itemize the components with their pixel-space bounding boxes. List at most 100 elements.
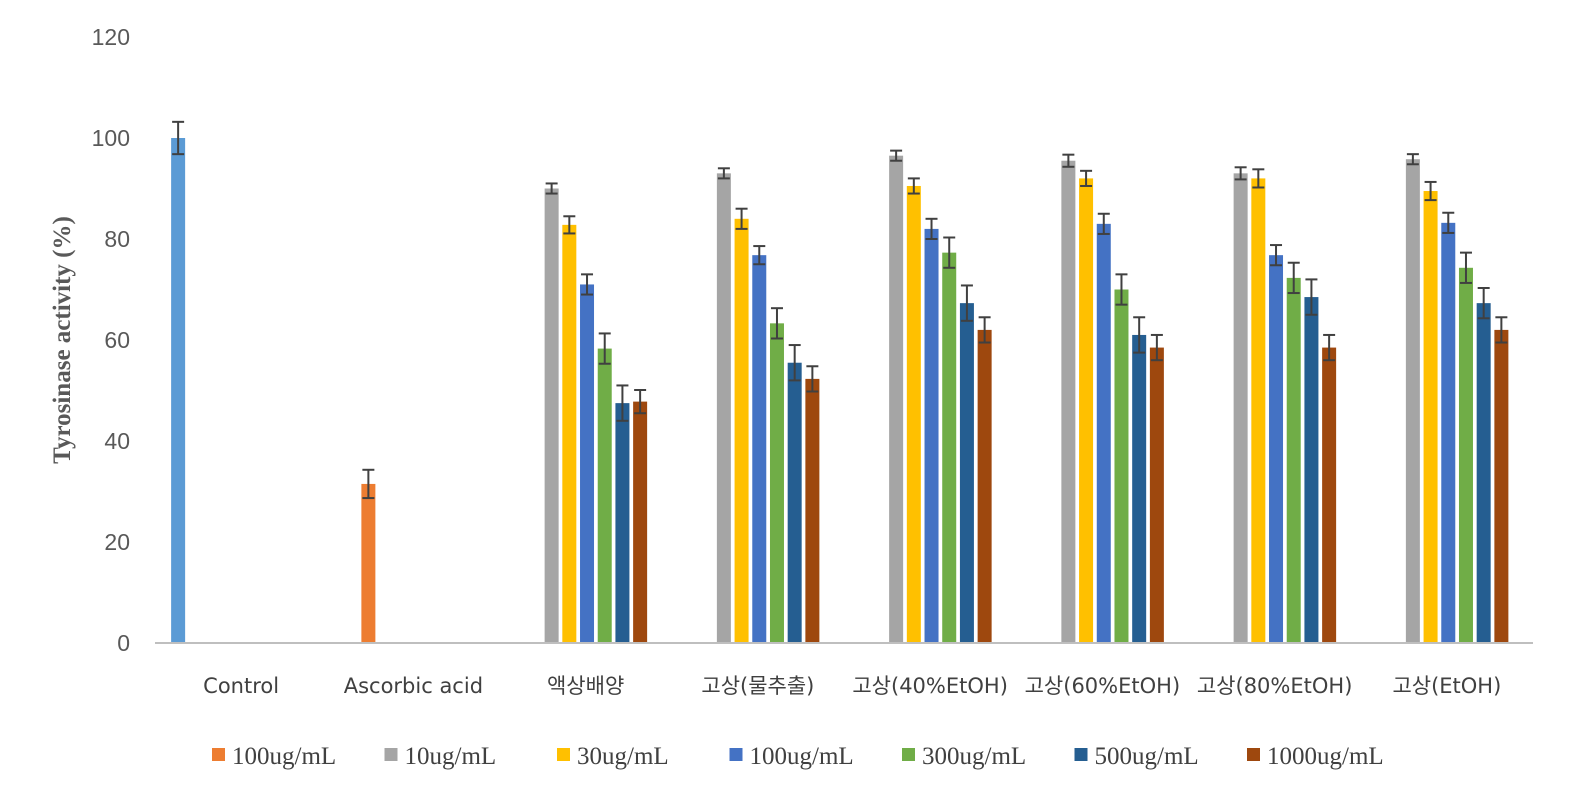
legend: 100ug/mL 10ug/mL 30ug/mL 100ug/mL 300ug/mL 50… bbox=[212, 743, 1384, 770]
bar bbox=[1286, 277, 1301, 643]
bar bbox=[1304, 297, 1319, 643]
x-category-label: 고상(EtOH) bbox=[1392, 674, 1501, 698]
legend-swatch bbox=[212, 748, 225, 761]
legend-label: 300ug/mL bbox=[922, 743, 1026, 770]
error-bar bbox=[753, 245, 766, 266]
bars bbox=[171, 138, 1509, 644]
bar bbox=[924, 228, 939, 643]
legend-item: 100ug/mL bbox=[729, 743, 854, 770]
legend-label: 100ug/mL bbox=[232, 743, 336, 770]
bar bbox=[633, 401, 648, 643]
legend-swatch bbox=[557, 748, 570, 761]
error-bar bbox=[788, 344, 801, 382]
error-bar bbox=[1270, 244, 1283, 267]
bar bbox=[1458, 267, 1473, 643]
x-axis-category-labels: Control Ascorbic acid 액상배양 고상(물추출) 고상(40%EtO… bbox=[203, 674, 1501, 698]
error-bar bbox=[890, 149, 903, 162]
bar bbox=[889, 155, 904, 644]
error-bar bbox=[978, 316, 991, 344]
legend-label: 100ug/mL bbox=[750, 743, 854, 770]
legend-label: 1000ug/mL bbox=[1267, 743, 1384, 770]
y-tick-label: 20 bbox=[104, 529, 130, 555]
bar bbox=[1132, 334, 1147, 643]
error-bar bbox=[1305, 278, 1318, 316]
bar bbox=[1423, 191, 1438, 643]
y-tick-label: 120 bbox=[92, 24, 130, 50]
legend-swatch bbox=[902, 748, 915, 761]
error-bar bbox=[1115, 273, 1128, 306]
legend-item: 1000ug/mL bbox=[1247, 743, 1384, 770]
bar bbox=[1476, 303, 1491, 643]
x-category-label: 고상(80%EtOH) bbox=[1197, 674, 1353, 698]
bar bbox=[977, 329, 992, 643]
legend-swatch bbox=[1074, 748, 1088, 761]
x-category-label: 고상(물추출) bbox=[701, 674, 814, 698]
error-bar bbox=[907, 177, 920, 195]
bar bbox=[1114, 289, 1129, 643]
x-category-label: 액상배양 bbox=[547, 674, 624, 698]
error-bar bbox=[1459, 251, 1472, 284]
bar bbox=[716, 173, 731, 643]
bar bbox=[734, 218, 749, 644]
error-bar bbox=[1252, 168, 1265, 189]
legend-label: 500ug/mL bbox=[1095, 743, 1199, 770]
bar bbox=[769, 323, 784, 643]
error-bar bbox=[1442, 211, 1455, 234]
error-bar bbox=[1477, 286, 1490, 320]
bar bbox=[1149, 347, 1164, 643]
y-tick-label: 40 bbox=[104, 428, 130, 454]
bar bbox=[580, 284, 595, 643]
error-bar bbox=[735, 207, 748, 230]
y-tick-label: 60 bbox=[104, 327, 130, 353]
error-bar bbox=[581, 273, 594, 296]
error-bar bbox=[1150, 333, 1163, 362]
error-bar bbox=[362, 468, 375, 500]
x-category-label: 고상(40%EtOH) bbox=[852, 674, 1008, 698]
bar bbox=[171, 138, 186, 643]
error-bar bbox=[717, 167, 730, 180]
bar bbox=[805, 378, 820, 643]
legend-item: 100ug/mL bbox=[212, 743, 336, 770]
bar bbox=[361, 483, 376, 643]
bar bbox=[1096, 223, 1111, 643]
legend-item: 10ug/mL bbox=[384, 743, 497, 770]
bar bbox=[597, 348, 612, 643]
legend-label: 10ug/mL bbox=[405, 743, 497, 770]
error-bar bbox=[1234, 166, 1247, 181]
error-bar bbox=[563, 215, 576, 235]
bar bbox=[615, 403, 630, 643]
y-tick-label: 80 bbox=[104, 226, 130, 252]
x-category-label: Ascorbic acid bbox=[344, 674, 483, 698]
legend-item: 30ug/mL bbox=[557, 743, 669, 770]
legend-item: 300ug/mL bbox=[902, 743, 1026, 770]
error-bar bbox=[943, 236, 956, 269]
bar bbox=[906, 185, 921, 643]
x-category-label: Control bbox=[203, 674, 279, 698]
y-tick-label: 0 bbox=[117, 630, 130, 656]
bar bbox=[1322, 347, 1337, 643]
bar bbox=[959, 303, 974, 643]
error-bar bbox=[960, 284, 973, 322]
error-bar bbox=[545, 182, 558, 195]
error-bar bbox=[806, 365, 819, 393]
error-bar bbox=[1133, 316, 1146, 354]
legend-swatch bbox=[1247, 748, 1260, 761]
bar bbox=[544, 188, 559, 643]
error-bar bbox=[1406, 153, 1419, 166]
error-bar bbox=[925, 217, 938, 240]
error-bar bbox=[1062, 153, 1075, 168]
bar bbox=[1061, 160, 1076, 643]
y-axis-ticks: 0 20 40 60 80 100 120 bbox=[92, 24, 130, 656]
bar bbox=[752, 255, 767, 643]
legend-item: 500ug/mL bbox=[1074, 743, 1199, 770]
bar bbox=[1079, 178, 1094, 643]
bar bbox=[1494, 329, 1509, 643]
error-bars bbox=[172, 120, 1508, 500]
error-bar bbox=[1495, 316, 1508, 344]
error-bar bbox=[616, 384, 629, 422]
legend-swatch bbox=[384, 748, 398, 761]
error-bar bbox=[172, 120, 185, 156]
y-axis-label: Tyrosinase activity (%) bbox=[49, 216, 76, 464]
